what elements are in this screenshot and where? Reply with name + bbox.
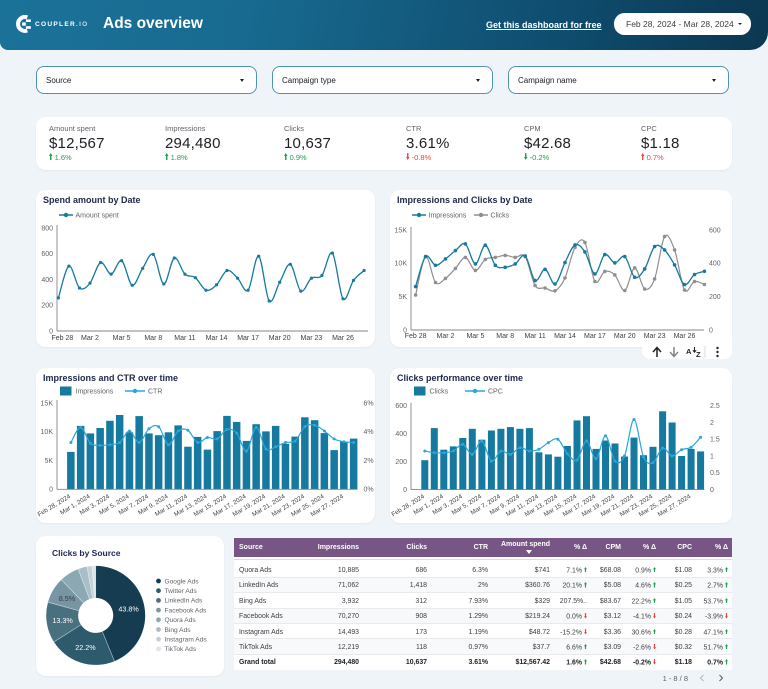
svg-text:6%: 6% — [364, 400, 374, 407]
svg-text:0: 0 — [709, 327, 713, 334]
svg-text:2%: 2% — [364, 458, 374, 465]
svg-text:Impressions: Impressions — [76, 389, 114, 396]
svg-text:200: 200 — [709, 294, 721, 301]
svg-text:Mar 14: Mar 14 — [206, 335, 228, 342]
svg-text:Mar 26: Mar 26 — [332, 335, 354, 342]
svg-text:Mar 17: Mar 17 — [584, 333, 606, 340]
svg-text:Mar 8: Mar 8 — [144, 335, 162, 342]
svg-text:5K: 5K — [398, 294, 407, 301]
svg-text:Bing Ads: Bing Ads — [165, 627, 192, 634]
svg-text:Google Ads: Google Ads — [165, 578, 200, 585]
svg-text:0: 0 — [403, 327, 407, 334]
svg-text:Mar 11: Mar 11 — [174, 335, 195, 342]
svg-text:Clicks: Clicks — [491, 212, 510, 219]
svg-text:13.3%: 13.3% — [52, 616, 73, 625]
svg-text:0: 0 — [710, 487, 714, 494]
svg-text:600: 600 — [395, 403, 407, 410]
svg-text:Mar 26: Mar 26 — [674, 333, 696, 340]
svg-text:Feb 28: Feb 28 — [52, 335, 74, 342]
svg-text:Mar 17: Mar 17 — [237, 335, 259, 342]
svg-text:A: A — [686, 347, 692, 356]
svg-text:Mar 2: Mar 2 — [81, 335, 99, 342]
svg-text:0: 0 — [49, 328, 53, 335]
svg-text:1.5: 1.5 — [710, 437, 720, 444]
svg-text:800: 800 — [41, 225, 53, 232]
svg-text:8.5%: 8.5% — [59, 594, 76, 603]
svg-text:400: 400 — [41, 277, 53, 284]
svg-text:4%: 4% — [364, 429, 374, 436]
svg-text:10K: 10K — [41, 429, 54, 436]
svg-text:400: 400 — [709, 261, 721, 268]
svg-text:Twitter Ads: Twitter Ads — [165, 588, 198, 595]
svg-text:Mar 8: Mar 8 — [496, 333, 514, 340]
svg-text:Mar 11: Mar 11 — [524, 333, 545, 340]
svg-text:0: 0 — [403, 487, 407, 494]
svg-text:Facebook Ads: Facebook Ads — [165, 607, 207, 614]
svg-text:43.8%: 43.8% — [118, 604, 139, 613]
svg-text:0: 0 — [49, 487, 53, 494]
svg-text:15K: 15K — [41, 400, 54, 407]
svg-text:Mar 23: Mar 23 — [644, 333, 666, 340]
svg-text:2.5: 2.5 — [710, 403, 720, 410]
svg-text:Mar 20: Mar 20 — [269, 335, 291, 342]
svg-text:Mar 20: Mar 20 — [614, 333, 636, 340]
svg-text:22.2%: 22.2% — [75, 643, 96, 652]
svg-text:0%: 0% — [364, 487, 374, 494]
svg-text:400: 400 — [395, 431, 407, 438]
svg-text:2: 2 — [710, 420, 714, 427]
svg-text:200: 200 — [395, 459, 407, 466]
svg-text:600: 600 — [41, 251, 53, 258]
svg-text:Quora Ads: Quora Ads — [165, 617, 197, 624]
svg-text:Impressions: Impressions — [429, 212, 467, 219]
svg-text:Instagram Ads: Instagram Ads — [165, 637, 208, 644]
svg-text:Mar 2: Mar 2 — [437, 333, 455, 340]
svg-text:Z: Z — [696, 350, 701, 359]
svg-text:Mar 5: Mar 5 — [466, 333, 484, 340]
svg-text:Mar 23: Mar 23 — [301, 335, 323, 342]
svg-text:Mar 14: Mar 14 — [554, 333, 576, 340]
svg-text:1: 1 — [710, 453, 714, 460]
svg-text:LinkedIn Ads: LinkedIn Ads — [165, 598, 203, 605]
svg-text:10K: 10K — [395, 261, 408, 268]
svg-text:15K: 15K — [395, 227, 408, 234]
svg-text:Feb 28: Feb 28 — [405, 333, 427, 340]
svg-text:TikTok Ads: TikTok Ads — [165, 646, 197, 653]
svg-text:600: 600 — [709, 227, 721, 234]
svg-text:Clicks: Clicks — [430, 389, 449, 396]
svg-text:CTR: CTR — [148, 389, 162, 396]
svg-text:0.5: 0.5 — [710, 470, 720, 477]
svg-text:200: 200 — [41, 303, 53, 310]
svg-text:CPC: CPC — [488, 389, 503, 396]
svg-text:Amount spent: Amount spent — [76, 212, 119, 219]
svg-text:Mar 5: Mar 5 — [113, 335, 131, 342]
svg-text:5K: 5K — [44, 458, 53, 465]
